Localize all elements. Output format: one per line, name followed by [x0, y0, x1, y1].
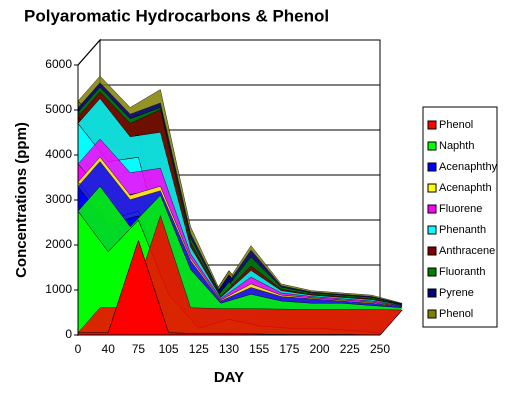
legend-swatch: [427, 246, 437, 256]
y-tick-label: 3000: [45, 192, 72, 206]
y-axis-label: Concentrations (ppm): [13, 122, 30, 278]
legend-label: Acenaphthy: [439, 161, 498, 173]
legend-label: Fluorene: [439, 203, 482, 215]
legend-swatch: [427, 267, 437, 277]
y-tick-label: 0: [65, 327, 72, 341]
legend-swatch: [427, 309, 437, 319]
x-tick-label: 75: [132, 342, 146, 356]
legend-label: Phenol: [439, 308, 473, 320]
legend-swatch: [427, 204, 437, 214]
legend-swatch: [427, 120, 437, 130]
grid-line: [77, 39, 101, 66]
x-tick-label: 125: [189, 342, 209, 356]
legend-swatch: [427, 141, 437, 151]
x-tick-label: 105: [159, 342, 179, 356]
legend-swatch: [427, 288, 437, 298]
legend-label: Acenaphth: [439, 182, 492, 194]
x-tick-label: 0: [75, 342, 82, 356]
y-tick-label: 5000: [45, 102, 72, 116]
x-tick-label: 155: [249, 342, 269, 356]
x-tick-label: 130: [219, 342, 239, 356]
y-tick-label: 1000: [45, 282, 72, 296]
legend-swatch: [427, 225, 437, 235]
x-axis-label: DAY: [214, 369, 244, 386]
legend-label: Pyrene: [439, 287, 474, 299]
legend-label: Phenanth: [439, 224, 486, 236]
y-tick-label: 4000: [45, 147, 72, 161]
x-tick-label: 225: [340, 342, 360, 356]
legend-swatch: [427, 183, 437, 193]
legend-label: Naphth: [439, 140, 474, 152]
x-tick-label: 175: [279, 342, 299, 356]
chart-title: Polyaromatic Hydrocarbons & Phenol: [24, 6, 329, 25]
y-tick-label: 6000: [45, 57, 72, 71]
x-tick-label: 40: [102, 342, 116, 356]
y-tick-label: 2000: [45, 237, 72, 251]
x-tick-label: 250: [370, 342, 390, 356]
legend-label: Anthracene: [439, 245, 495, 257]
legend-label: Phenol: [439, 119, 473, 131]
x-tick-label: 200: [310, 342, 330, 356]
legend-label: Fluoranth: [439, 266, 485, 278]
legend-swatch: [427, 162, 437, 172]
